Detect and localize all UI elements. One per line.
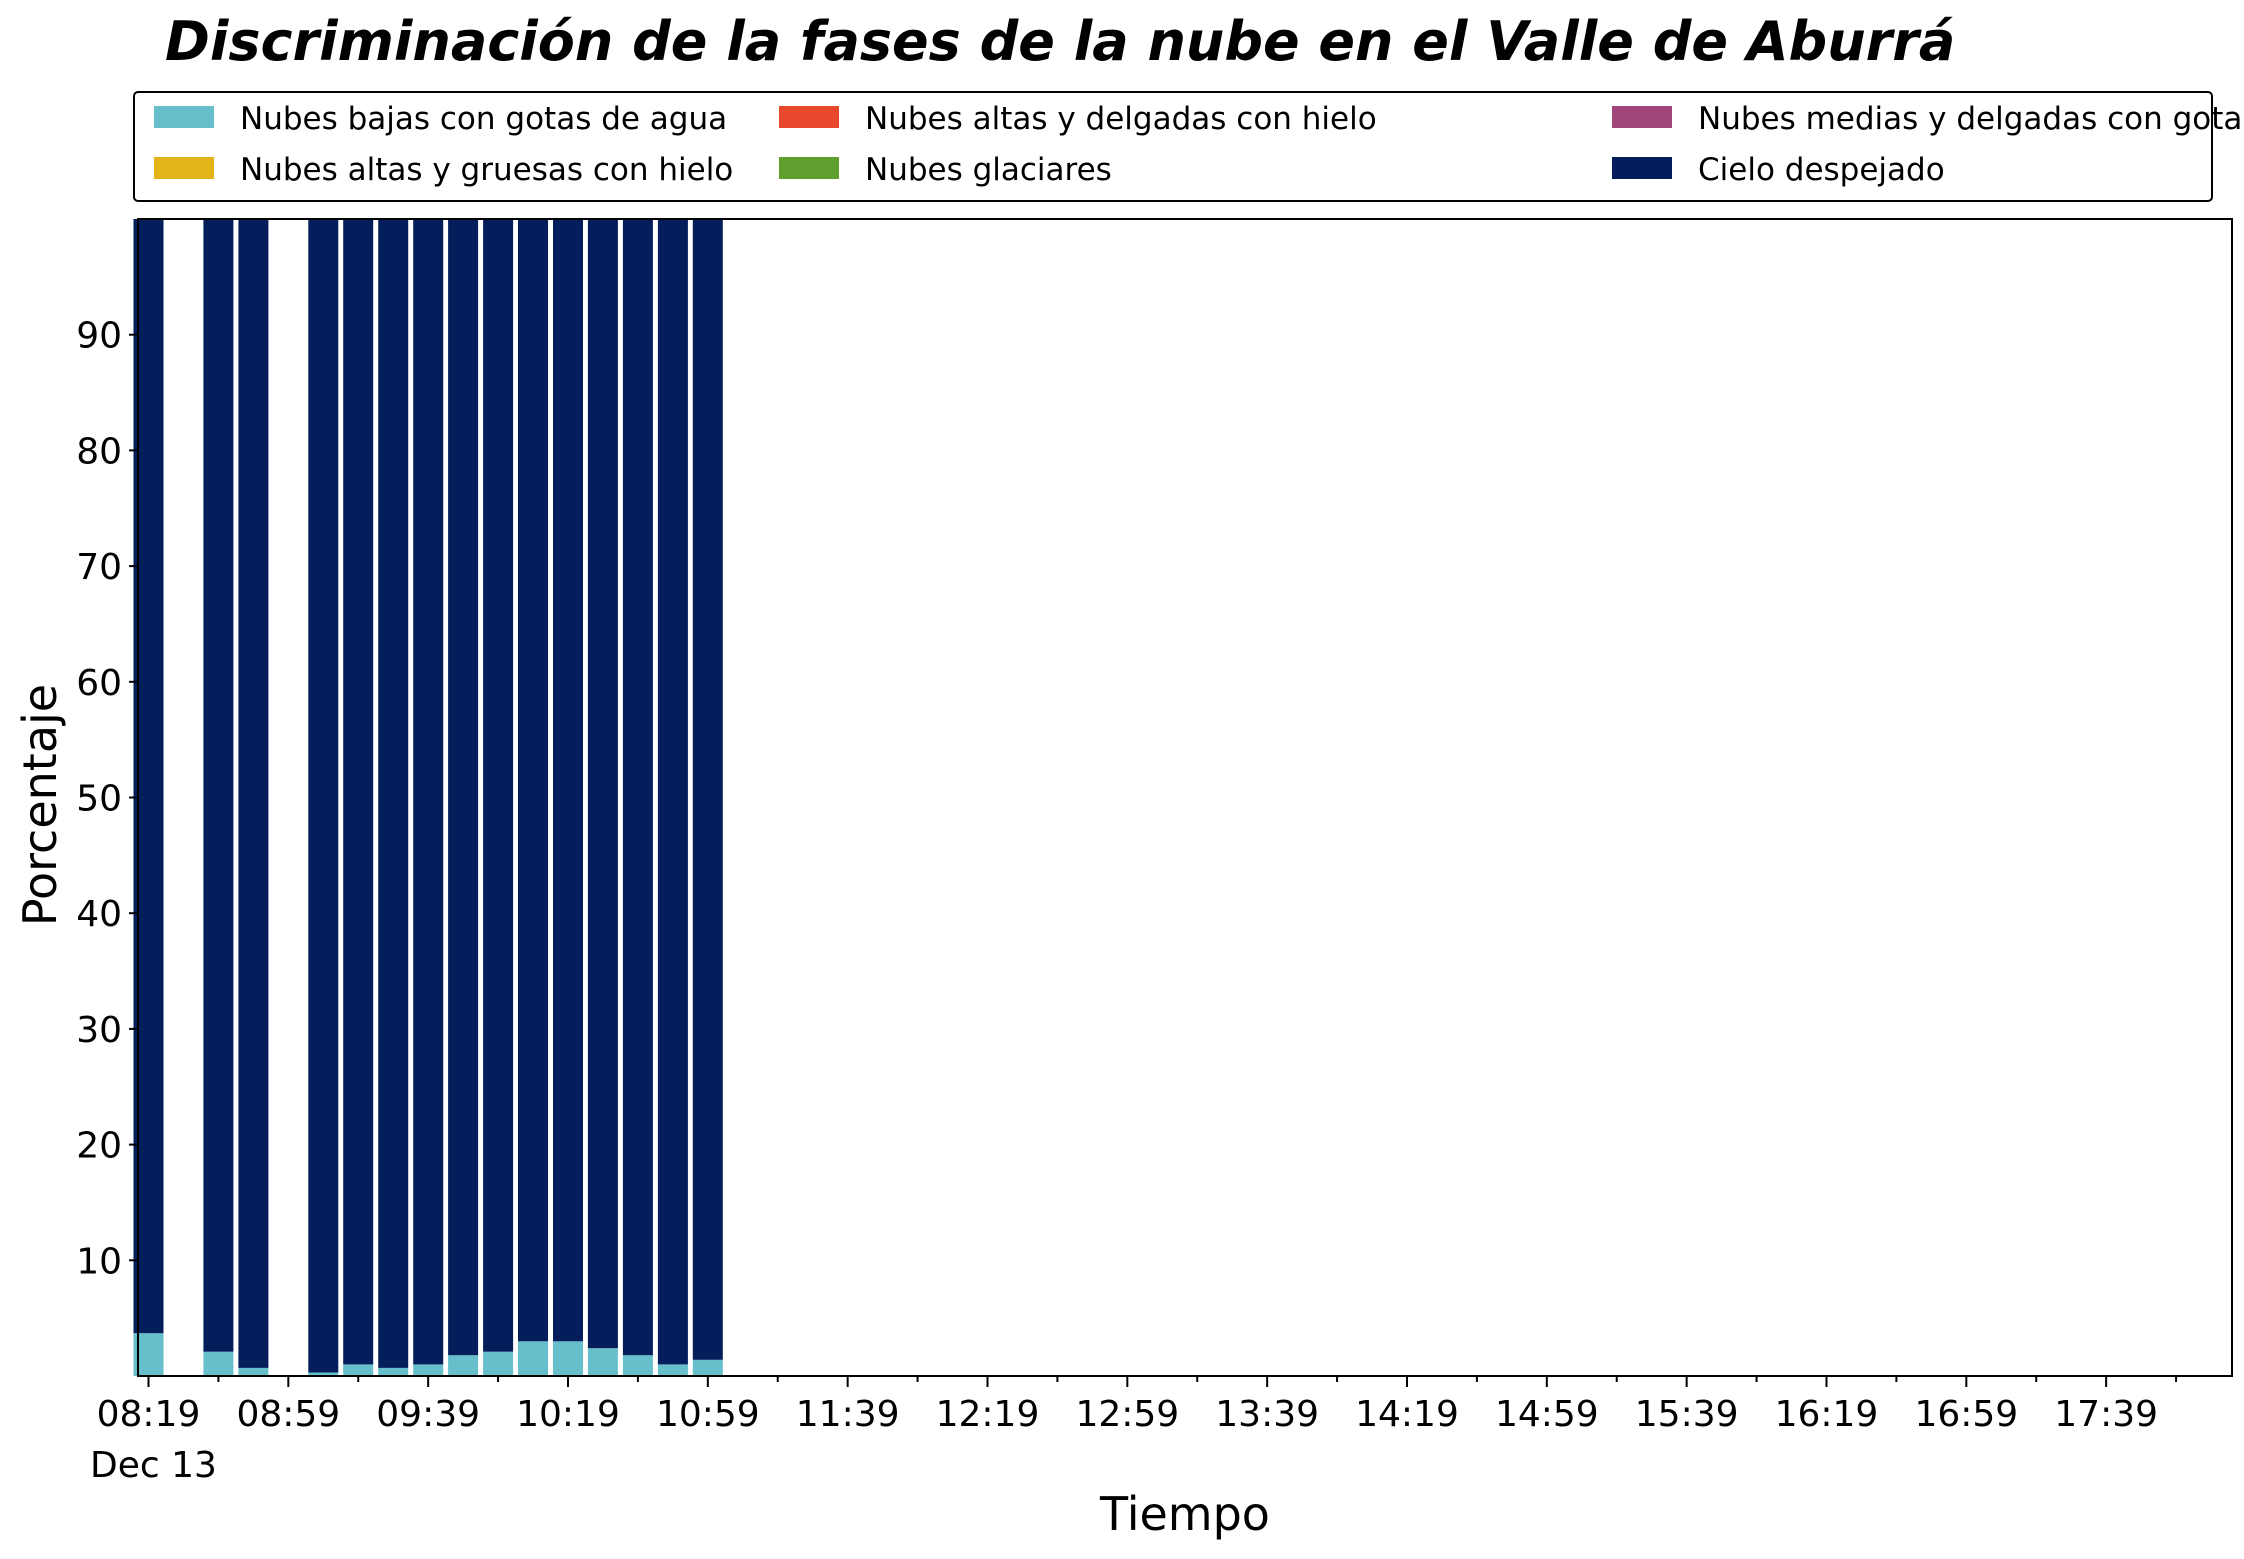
- bar-1039-series-0: [622, 1355, 653, 1376]
- legend-label-nubes-altas-y-delgadas-con-hielo: Nubes altas y delgadas con hielo: [865, 101, 1377, 137]
- legend-swatch-nubes-bajas-con-gotas-de-agua: [154, 106, 214, 128]
- bar-0929-series-1: [378, 219, 409, 1368]
- y-tick-label-40: 40: [76, 894, 122, 935]
- bar-1019-series-0: [553, 1341, 583, 1376]
- legend-label-nubes-medias-y-delgadas-con-gotas-de-agua: Nubes medias y delgadas con gotas de agu…: [1698, 101, 2244, 137]
- bar-0939-series-0: [413, 1364, 444, 1376]
- bar-0949-series-1: [448, 219, 479, 1356]
- bar-0839-series-0: [203, 1351, 234, 1376]
- x-date-label: Dec 13: [90, 1445, 217, 1486]
- x-axis-title: Tiempo: [1099, 1487, 1270, 1541]
- bar-0919-series-1: [343, 219, 374, 1365]
- x-tick-label-1059: 10:59: [656, 1394, 760, 1435]
- y-axis: 10 20 30 40 50 60 70 80 90: [76, 316, 138, 1282]
- bar-0949-series-0: [448, 1355, 479, 1376]
- bar-1049-series-1: [657, 219, 688, 1365]
- legend-label-nubes-glaciares: Nubes glaciares: [865, 152, 1112, 188]
- y-tick-label-70: 70: [76, 547, 122, 588]
- legend-swatch-nubes-medias-y-delgadas-con-gotas-de-agua: [1612, 106, 1672, 128]
- x-tick-label-1739: 17:39: [2054, 1394, 2158, 1435]
- y-axis-title: Porcentaje: [13, 684, 67, 926]
- x-tick-label-1419: 14:19: [1355, 1394, 1459, 1435]
- bar-0909-series-0: [308, 1372, 339, 1376]
- y-tick-label-30: 30: [76, 1010, 122, 1051]
- bar-0849-series-0: [238, 1367, 269, 1376]
- bar-1019-series-1: [553, 219, 583, 1342]
- y-tick-label-80: 80: [76, 431, 122, 472]
- bar-1059-series-1: [692, 219, 723, 1360]
- y-tick-label-50: 50: [76, 779, 122, 820]
- x-tick-label-1539: 15:39: [1635, 1394, 1739, 1435]
- x-axis: 08:19 08:59 09:39 10:19 10:59 11:39 12:19 12:59…: [90, 1376, 2178, 1486]
- x-tick-label-1339: 13:39: [1215, 1394, 1319, 1435]
- x-tick-label-0819: 08:19: [97, 1394, 201, 1435]
- legend-swatch-nubes-glaciares: [779, 157, 839, 179]
- y-tick-label-10: 10: [76, 1241, 122, 1282]
- x-tick-label-1219: 12:19: [936, 1394, 1040, 1435]
- bar-0929-series-0: [378, 1367, 409, 1376]
- bar-0909-series-1: [308, 219, 339, 1373]
- legend-swatch-nubes-altas-y-delgadas-con-hielo: [779, 106, 839, 128]
- legend: Nubes bajas con gotas de agua Nubes altas…: [133, 91, 2244, 202]
- x-tick-label-1659: 16:59: [1914, 1394, 2018, 1435]
- legend-swatch-cielo-despejado: [1612, 157, 1672, 179]
- bars: [133, 219, 723, 1376]
- legend-label-nubes-bajas-con-gotas-de-agua: Nubes bajas con gotas de agua: [240, 101, 727, 137]
- bar-1059-series-0: [692, 1359, 723, 1376]
- x-tick-label-0859: 08:59: [236, 1394, 340, 1435]
- legend-label-nubes-altas-y-gruesas-con-hielo: Nubes altas y gruesas con hielo: [240, 152, 733, 188]
- legend-swatch-nubes-altas-y-gruesas-con-hielo: [154, 157, 214, 179]
- bar-1009-series-1: [518, 219, 548, 1342]
- bar-0939-series-1: [413, 219, 444, 1365]
- bar-0959-series-1: [483, 219, 514, 1352]
- bar-1039-series-1: [622, 219, 653, 1356]
- chart-title: Discriminación de la fases de la nube en…: [165, 10, 1955, 73]
- bar-0849-series-1: [238, 219, 269, 1368]
- bar-1009-series-0: [518, 1341, 548, 1376]
- x-tick-label-1139: 11:39: [796, 1394, 900, 1435]
- x-tick-label-1619: 16:19: [1775, 1394, 1879, 1435]
- bar-1029-series-1: [587, 219, 618, 1349]
- plot-area: 10 20 30 40 50 60 70 80 90 08:19 08:59 09:39 10:19 1…: [76, 218, 2233, 1486]
- bar-1029-series-0: [587, 1348, 618, 1376]
- bar-0959-series-0: [483, 1351, 514, 1376]
- x-tick-label-1019: 10:19: [516, 1394, 620, 1435]
- legend-label-cielo-despejado: Cielo despejado: [1698, 152, 1945, 188]
- bar-1049-series-0: [657, 1364, 688, 1376]
- y-tick-label-90: 90: [76, 316, 122, 357]
- x-tick-label-1259: 12:59: [1075, 1394, 1179, 1435]
- y-tick-label-60: 60: [76, 663, 122, 704]
- bar-0839-series-1: [203, 219, 234, 1352]
- y-tick-label-20: 20: [76, 1126, 122, 1167]
- legend-frame: [133, 91, 2213, 202]
- x-tick-label-0939: 09:39: [376, 1394, 480, 1435]
- x-tick-label-1459: 14:59: [1495, 1394, 1599, 1435]
- bar-0919-series-0: [343, 1364, 374, 1376]
